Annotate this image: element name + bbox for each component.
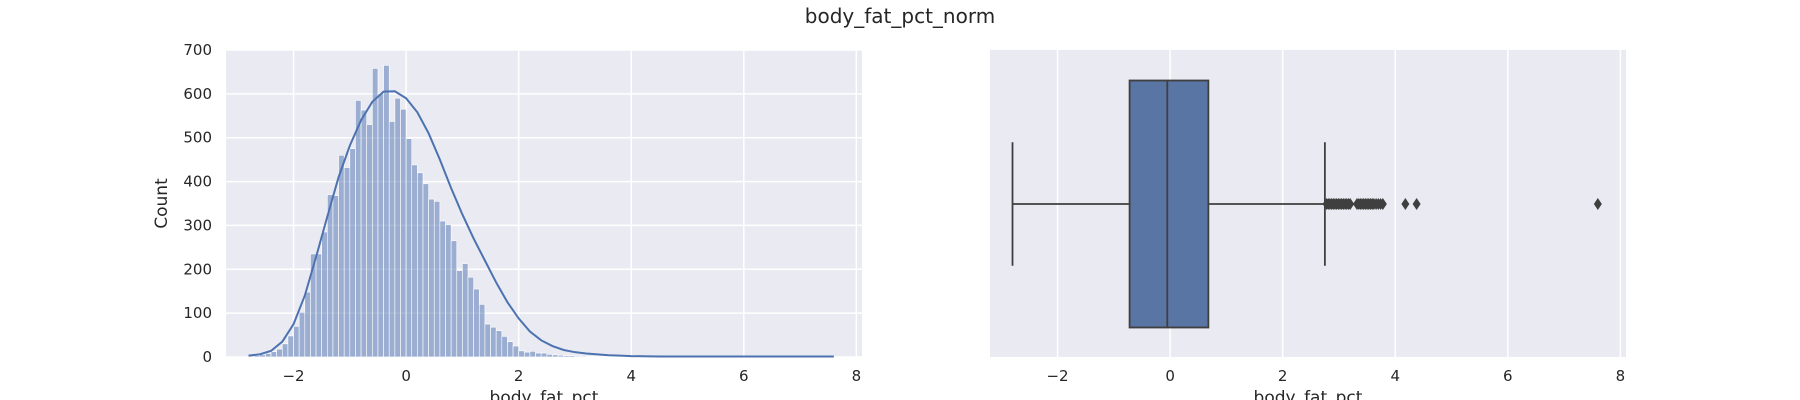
outlier-point — [1401, 198, 1410, 210]
histogram-bar — [377, 93, 384, 358]
histogram-bar — [478, 304, 486, 358]
histogram-bar — [456, 270, 463, 358]
histogram-bar — [580, 355, 587, 358]
x-tick-label: 2 — [1278, 367, 1288, 385]
kde-curve — [248, 90, 834, 358]
histogram-bar — [484, 323, 491, 358]
histogram-bar — [287, 335, 294, 358]
histogram-bar — [265, 353, 272, 358]
histogram-bar — [507, 341, 514, 358]
outlier-point — [1593, 198, 1602, 210]
outlier-point — [1412, 198, 1421, 210]
y-tick-label: 300 — [183, 216, 212, 234]
histogram-bar — [327, 194, 334, 358]
histogram-bars — [248, 65, 829, 358]
histogram-bar — [394, 97, 401, 358]
x-tick-label: −2 — [1046, 367, 1068, 385]
histogram-bar — [512, 345, 519, 358]
histogram-bar — [372, 68, 379, 358]
histogram-bar — [405, 138, 413, 358]
x-tick-label: 4 — [626, 367, 636, 385]
x-tick-label: 8 — [1616, 367, 1626, 385]
histogram-bar — [439, 220, 446, 358]
y-tick-label: 100 — [183, 304, 212, 322]
histogram-bar — [535, 352, 542, 358]
histogram-bar — [383, 65, 390, 358]
y-tick-label: 500 — [183, 129, 212, 147]
x-tick-label: 6 — [1503, 367, 1513, 385]
histogram-y-axis-label: Count — [152, 178, 172, 229]
histogram-bar — [495, 330, 503, 358]
y-tick-label: 600 — [183, 85, 212, 103]
histogram-bar — [569, 355, 576, 358]
histogram-bar — [360, 109, 368, 358]
y-tick-label: 400 — [183, 173, 212, 191]
histogram-bar — [338, 154, 345, 358]
histogram-bar — [411, 164, 418, 358]
histogram-bar — [388, 121, 396, 358]
histogram-bar — [524, 351, 531, 358]
histogram-bar — [349, 148, 356, 358]
histogram-x-axis-label: body_fat_pct — [490, 388, 599, 400]
outlier-point — [1378, 198, 1387, 210]
histogram-bar — [276, 348, 283, 358]
histogram-y-ticks: 0 100 200 300 400 500 600 700 — [183, 41, 212, 366]
histogram-bar — [321, 231, 328, 358]
histogram-bar — [557, 354, 564, 358]
histogram-bar — [546, 354, 553, 358]
histogram-bar — [281, 343, 289, 358]
x-tick-label: −2 — [282, 367, 304, 385]
histogram-bar — [450, 240, 458, 358]
y-tick-label: 700 — [183, 41, 212, 59]
x-tick-label: 0 — [401, 367, 411, 385]
histogram-bar — [343, 167, 351, 358]
histogram-bar — [366, 124, 373, 358]
figure-title: body_fat_pct_norm — [805, 4, 995, 28]
histogram-bar — [400, 108, 407, 358]
histogram-bar — [518, 350, 525, 358]
boxplot-x-axis-label: body_fat_pct — [1254, 388, 1363, 400]
histogram-bar — [467, 276, 474, 358]
x-tick-label: 6 — [739, 367, 749, 385]
x-tick-label: 0 — [1165, 367, 1175, 385]
histogram-x-ticks: −2 0 2 4 6 8 — [282, 367, 861, 385]
histogram-bar — [304, 291, 311, 358]
histogram-bar — [540, 352, 548, 358]
histogram-bar — [332, 195, 339, 358]
box-iqr — [1128, 79, 1210, 329]
histogram-bar — [315, 253, 322, 358]
y-tick-label: 200 — [183, 260, 212, 278]
histogram-bar — [462, 263, 469, 358]
histogram-bar — [298, 311, 306, 358]
histogram-bar — [501, 336, 508, 358]
boxplot-outliers — [1322, 198, 1602, 210]
histogram-bar — [574, 355, 581, 358]
histogram-bar — [529, 350, 536, 358]
histogram-bar — [270, 351, 277, 358]
x-tick-label: 2 — [514, 367, 524, 385]
boxplot-x-ticks: −2 0 2 4 6 8 — [1046, 367, 1625, 385]
histogram-bar — [422, 183, 429, 358]
histogram-bar — [490, 326, 497, 358]
histogram-bar — [563, 355, 570, 358]
histogram-bar — [552, 354, 559, 358]
histogram-bar — [473, 288, 480, 358]
histogram-bar — [355, 100, 362, 358]
x-tick-label: 4 — [1390, 367, 1400, 385]
histogram-bar — [293, 325, 300, 358]
histogram-bar — [417, 172, 424, 358]
x-tick-label: 8 — [852, 367, 862, 385]
histogram-bar — [445, 224, 452, 358]
outlier-point — [1346, 198, 1355, 210]
histogram-bar — [428, 198, 435, 358]
histogram-bar — [433, 201, 441, 358]
y-tick-label: 0 — [202, 348, 212, 366]
